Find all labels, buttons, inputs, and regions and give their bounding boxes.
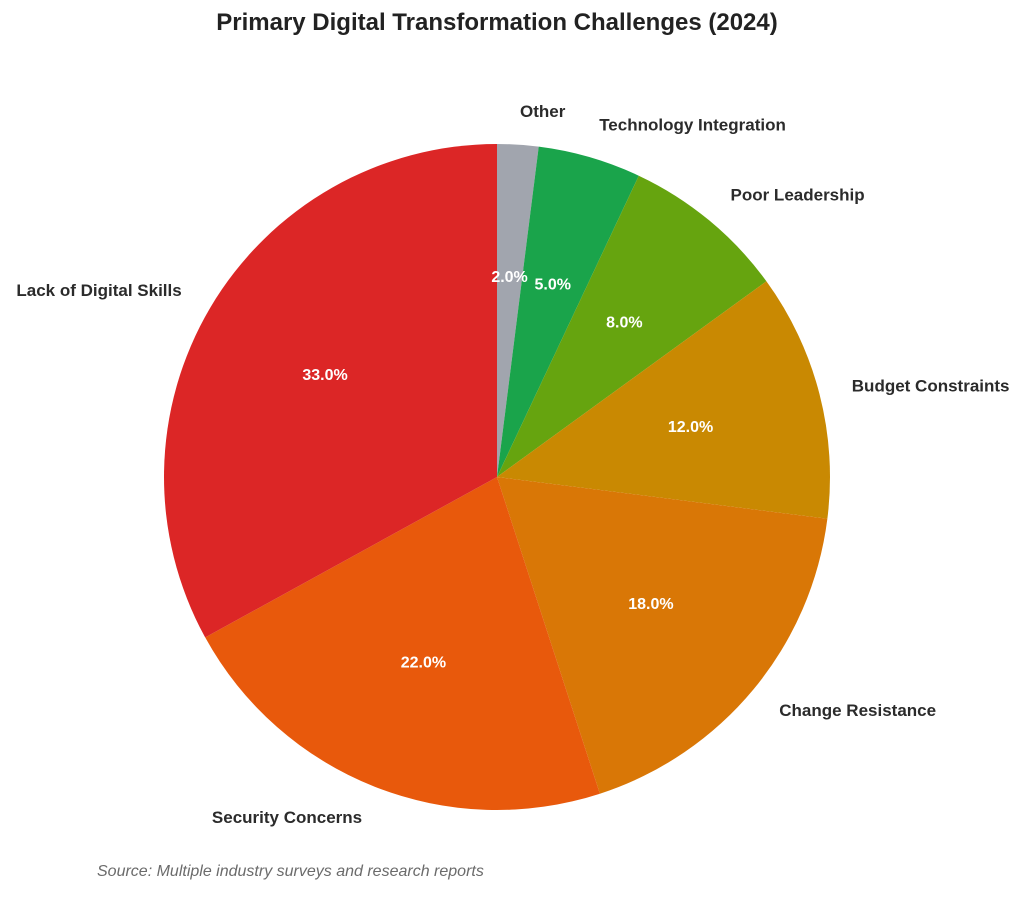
pie-slice-technology-integration (497, 146, 639, 477)
category-label-poor-leadership: Poor Leadership (730, 185, 864, 204)
chart-title: Primary Digital Transformation Challenge… (216, 9, 778, 36)
pct-label-other: 2.0% (491, 269, 527, 286)
category-label-security-concerns: Security Concerns (212, 808, 362, 827)
pie-slice-security-concerns (205, 477, 600, 810)
category-labels: Other Technology Integration Poor Leadersh… (16, 102, 1009, 827)
pie-slice-other (497, 144, 539, 477)
pie-slices (164, 144, 830, 810)
pct-label-budget-constraints: 12.0% (668, 419, 713, 436)
category-label-lack-of-digital-skills: Lack of Digital Skills (16, 281, 181, 300)
pct-label-technology-integration: 5.0% (535, 277, 571, 294)
pct-label-lack-of-digital-skills: 33.0% (302, 367, 347, 384)
pct-label-poor-leadership: 8.0% (606, 315, 642, 332)
pct-label-change-resistance: 18.0% (628, 596, 673, 613)
pie-slice-poor-leadership (497, 175, 767, 477)
pie-slice-change-resistance (497, 477, 828, 794)
pie-slice-lack-of-digital-skills (164, 144, 498, 638)
category-label-budget-constraints: Budget Constraints (852, 376, 1010, 395)
pct-label-security-concerns: 22.0% (401, 654, 446, 671)
percent-labels: 2.0% 5.0% 8.0% 12.0% 18.0% 22.0% 33.0% (302, 269, 713, 671)
category-label-other: Other (520, 102, 566, 121)
pie-slice-budget-constraints (497, 281, 830, 519)
source-note: Source: Multiple industry surveys and re… (97, 863, 484, 880)
category-label-technology-integration: Technology Integration (599, 116, 786, 135)
category-label-change-resistance: Change Resistance (779, 701, 936, 720)
